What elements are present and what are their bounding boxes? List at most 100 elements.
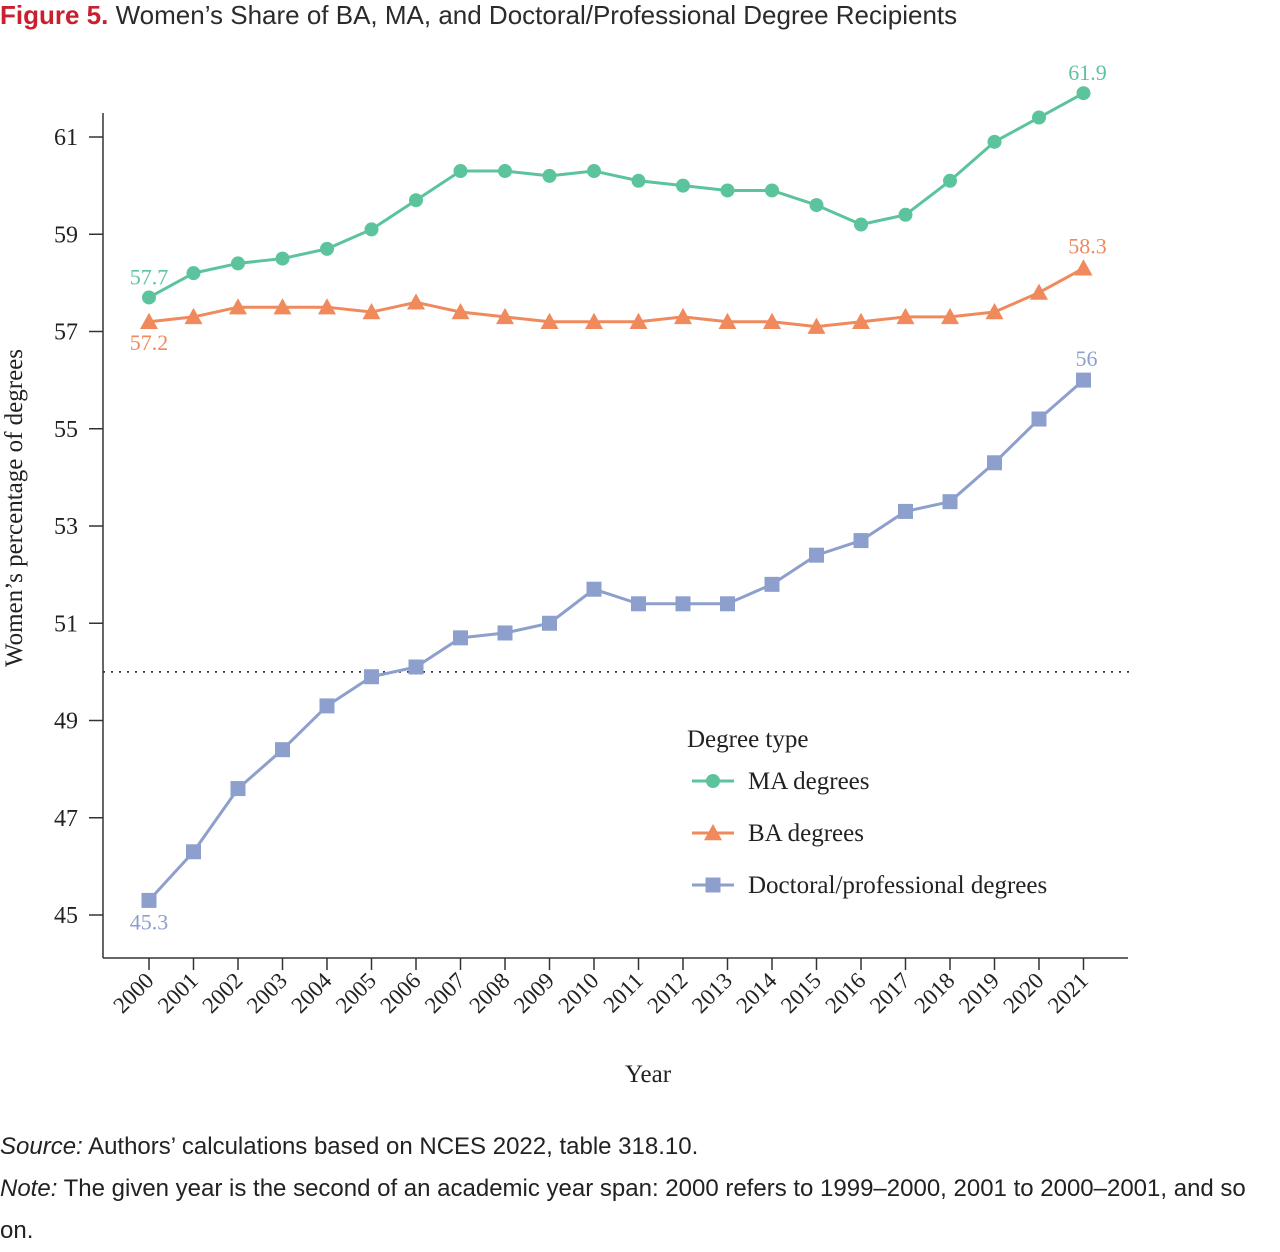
x-tick-label: 2021 [1043, 968, 1093, 1018]
x-tick-label: 2009 [509, 968, 559, 1018]
y-tick-label: 59 [54, 222, 78, 248]
square-point [853, 533, 869, 549]
triangle-point [674, 307, 692, 325]
circle-point [364, 222, 379, 237]
triangle-point [985, 303, 1004, 320]
y-tick-label: 61 [54, 125, 78, 151]
circle-point [676, 178, 690, 193]
legend-item-label: MA degrees [748, 768, 870, 795]
square-series [141, 372, 1091, 908]
figure-label: Figure 5. [0, 0, 109, 30]
triangle-point [184, 307, 203, 325]
x-ticks: 2000200120022003200420052006200720082009… [108, 958, 1093, 1018]
square-point [497, 625, 513, 641]
source-text: Authors’ calculations based on NCES 2022… [82, 1133, 699, 1160]
y-tick-label: 49 [54, 709, 78, 735]
x-tick-label: 2002 [197, 968, 247, 1018]
circle-point [275, 251, 290, 266]
circle-point [854, 217, 868, 232]
y-tick-label: 51 [54, 611, 78, 637]
x-tick-label: 2013 [687, 968, 737, 1018]
ba-last-value-label: 58.3 [1068, 233, 1107, 258]
triangle-point [852, 312, 870, 329]
y-tick-label: 53 [54, 514, 78, 540]
legend-item-label: Doctoral/professional degrees [748, 872, 1047, 899]
legend-item-label: BA degrees [748, 820, 864, 847]
y-tick-label: 47 [54, 806, 78, 832]
circle-point [453, 164, 468, 179]
triangle-point [540, 312, 559, 329]
circle-point [631, 173, 646, 188]
square-point [1031, 411, 1047, 427]
y-ticks: 45 47 49 51 53 55 57 59 61 [54, 125, 103, 929]
circle-point [987, 134, 1002, 149]
figure-title-text: Women’s Share of BA, MA, and Doctoral/Pr… [115, 0, 958, 30]
source-note: Source: Authors’ calculations based on N… [0, 1126, 1280, 1168]
x-tick-label: 2006 [375, 968, 425, 1018]
doctoral-first-value-label: 45.3 [130, 909, 169, 934]
triangle-point [585, 312, 603, 329]
note-text: The given year is the second of an acade… [0, 1175, 1246, 1244]
x-tick-label: 2019 [954, 968, 1004, 1018]
circle-point [1032, 110, 1046, 125]
figure-title: Figure 5. Women’s Share of BA, MA, and D… [0, 0, 957, 31]
axes [102, 113, 1128, 959]
triangle-point [362, 303, 381, 320]
square-series-line [147, 378, 1085, 902]
x-tick-label: 2003 [242, 968, 292, 1018]
circle-point [943, 173, 957, 188]
triangle-series [140, 259, 1093, 334]
triangle-point [896, 307, 915, 325]
square-point [453, 630, 468, 646]
circle-point [809, 198, 824, 213]
square-point [586, 581, 602, 597]
circle-point [142, 290, 156, 305]
y-tick-label: 55 [54, 417, 78, 443]
footnotes: Source: Authors’ calculations based on N… [0, 1126, 1280, 1252]
note-label: Note: [0, 1175, 58, 1202]
circle-point [1076, 86, 1091, 101]
circle-point [231, 256, 245, 271]
square-point [631, 596, 646, 612]
circle-point [720, 183, 735, 198]
square-point [1076, 372, 1091, 388]
square-point [942, 494, 958, 510]
source-label: Source: [0, 1133, 83, 1160]
triangle-point [273, 298, 292, 315]
square-point [186, 844, 201, 860]
square-point [230, 781, 246, 797]
x-tick-label: 2014 [731, 968, 782, 1019]
legend-item-square: Doctoral/professional degrees [692, 872, 1047, 899]
ma-first-value-label: 57.7 [130, 264, 169, 289]
x-tick-label: 2016 [820, 968, 870, 1018]
triangle-point [496, 307, 514, 325]
ba-first-value-label: 57.2 [130, 330, 169, 355]
square-point [408, 659, 424, 675]
circle-point [587, 164, 601, 179]
triangle-point [1030, 283, 1048, 300]
line-chart: 45 47 49 51 53 55 57 59 61 200020012002200320042… [1, 60, 1130, 1088]
y-tick-label: 45 [54, 903, 78, 929]
triangle-point [763, 312, 781, 329]
circle-point [186, 266, 201, 281]
x-tick-label: 2010 [553, 968, 603, 1018]
legend-circle-marker [706, 774, 720, 788]
square-point [764, 576, 780, 592]
doctoral-last-value-label: 56 [1076, 346, 1098, 371]
square-point [987, 455, 1002, 471]
square-point [675, 596, 691, 612]
square-point [542, 615, 557, 631]
circle-point [542, 168, 557, 183]
x-tick-label: 2000 [108, 968, 158, 1018]
note: Note: The given year is the second of an… [0, 1168, 1280, 1252]
legend: Degree type MA degrees BA degrees Doctoral… [687, 726, 1047, 899]
x-tick-label: 2011 [598, 968, 648, 1018]
square-point [141, 892, 157, 908]
x-tick-label: 2004 [286, 968, 337, 1019]
circle-series-line [148, 91, 1085, 299]
triangle-point [451, 303, 470, 320]
square-point [809, 547, 824, 563]
x-axis-title: Year [625, 1061, 672, 1088]
y-tick-label: 57 [54, 320, 78, 346]
ma-last-value-label: 61.9 [1068, 60, 1107, 85]
